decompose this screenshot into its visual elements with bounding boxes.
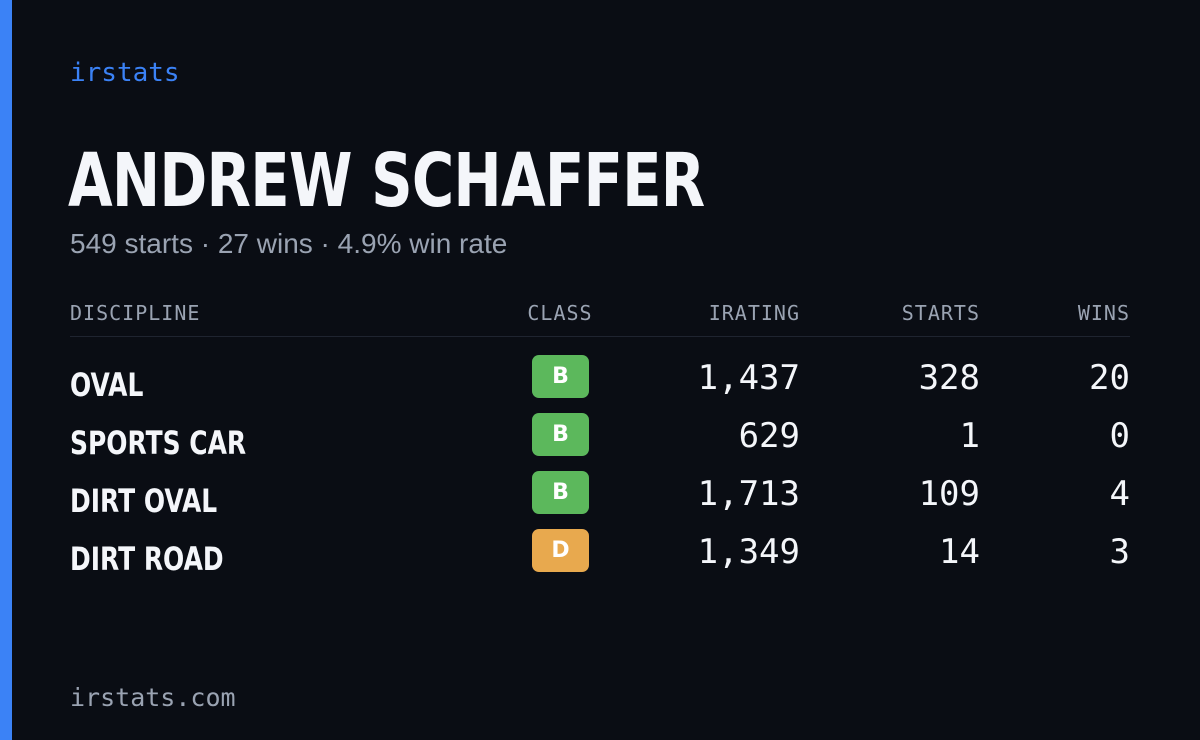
table-row: SPORTS CAR B 629 1 0 [70,413,1130,471]
header-starts: STARTS [901,301,980,325]
wins-value: 4 [1109,474,1130,514]
table-row: DIRT OVAL B 1,713 109 4 [70,471,1130,529]
wins-value: 20 [1089,358,1130,398]
stats-table: DISCIPLINE CLASS IRATING STARTS WINS OVA… [70,296,1130,587]
discipline-name: SPORTS CAR [70,424,247,462]
irating-value: 629 [738,416,800,456]
starts-value: 109 [918,474,980,514]
brand-logo: irstats [70,58,180,88]
header-class: CLASS [527,301,593,325]
discipline-name: DIRT OVAL [70,482,218,520]
irating-value: 1,713 [697,474,800,514]
header-wins: WINS [1077,301,1130,325]
class-badge: B [532,471,589,514]
starts-value: 1 [959,416,980,456]
table-row: DIRT ROAD D 1,349 14 3 [70,529,1130,587]
class-badge: D [532,529,589,572]
irating-value: 1,437 [697,358,800,398]
irating-value: 1,349 [697,532,800,572]
class-badge: B [532,355,589,398]
starts-value: 14 [939,532,980,572]
player-summary: 549 starts · 27 wins · 4.9% win rate [70,228,508,259]
player-name: ANDREW SCHAFFER [68,138,705,224]
table-row: OVAL B 1,437 328 20 [70,355,1130,413]
wins-value: 3 [1109,532,1130,572]
table-body: OVAL B 1,437 328 20 SPORTS CAR B 629 1 0… [70,355,1130,587]
class-badge: B [532,413,589,456]
header-discipline: DISCIPLINE [70,301,201,325]
accent-bar [0,0,12,740]
table-header: DISCIPLINE CLASS IRATING STARTS WINS [70,296,1130,337]
footer-url[interactable]: irstats.com [70,683,236,712]
wins-value: 0 [1109,416,1130,456]
discipline-name: OVAL [70,366,144,404]
discipline-name: DIRT ROAD [70,540,224,578]
header-irating: IRATING [708,301,800,325]
starts-value: 328 [918,358,980,398]
